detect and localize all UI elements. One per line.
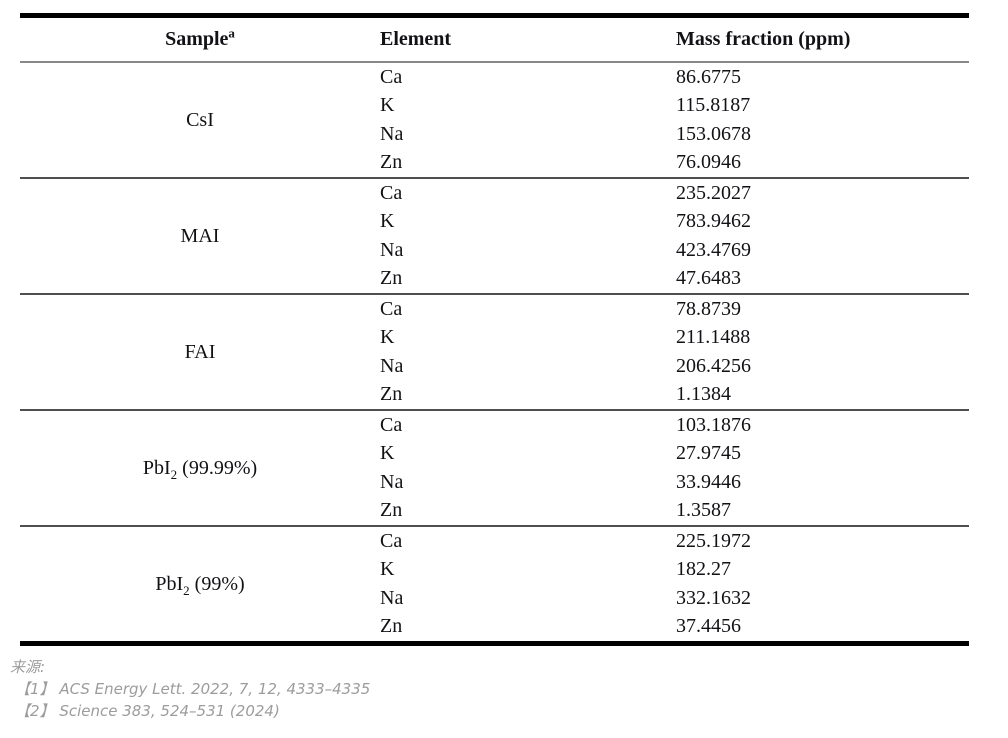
table-header-row: Samplea Element Mass fraction (ppm): [20, 16, 969, 62]
element-cell: Ca: [380, 181, 403, 204]
element-cell: Zn: [380, 615, 403, 638]
table-row: MAI Ca 235.2027: [20, 178, 969, 246]
mass-fraction-cell: 332.1632: [676, 586, 751, 609]
element-cell: Na: [380, 354, 404, 377]
element-cell: K: [380, 442, 395, 465]
mass-fraction-cell: 86.6775: [676, 65, 741, 88]
mass-fraction-cell: 423.4769: [676, 238, 751, 261]
sample-name: PbI: [155, 572, 184, 595]
element-cell: Na: [380, 586, 404, 609]
sample-cell: PbI2 (99.99%): [20, 410, 380, 526]
element-cell: Ca: [380, 297, 403, 320]
reference-text: ACS Energy Lett. 2022, 7, 12, 4333–4335: [54, 680, 371, 698]
table-row: Zn 1.1384: [20, 380, 969, 410]
mass-fraction-table: Samplea Element Mass fraction (ppm) CsI C…: [20, 13, 969, 646]
header-sample: Samplea: [20, 16, 380, 62]
element-cell: Ca: [380, 413, 403, 436]
mass-fraction-cell: 783.9462: [676, 210, 751, 233]
sample-cell: FAI: [20, 294, 380, 410]
table-row: Na 33.9446: [20, 468, 969, 497]
source-label: 来源:: [10, 658, 46, 676]
table-row: K 115.8187: [20, 91, 969, 120]
element-cell: Ca: [380, 529, 403, 552]
table-row: Zn 76.0946: [20, 148, 969, 178]
reference-text: Science 383, 524–531 (2024): [54, 702, 280, 720]
element-cell: Zn: [380, 383, 403, 406]
element-cell: K: [380, 210, 395, 233]
sample-cell: CsI: [20, 62, 380, 178]
table-section-pbi99: PbI2 (99%) Ca 225.1972 K 182.27 Na 332.1632 Zn 3…: [20, 525, 969, 644]
table-row: Na 153.0678: [20, 120, 969, 149]
element-cell: K: [380, 558, 395, 581]
table-row: PbI2 (99.99%) Ca 103.1876: [20, 410, 969, 481]
sample-suffix: (99%): [189, 572, 245, 595]
mass-fraction-cell: 206.4256: [676, 354, 751, 377]
mass-fraction-cell: 33.9446: [676, 470, 741, 493]
table-row: Zn 1.3587: [20, 496, 969, 526]
source-footer: 来源: 【1】 ACS Energy Lett. 2022, 7, 12, 43…: [10, 657, 370, 722]
table-section-csi: CsI Ca 86.6775 K 115.8187 Na 153.0678 Zn 76.0946: [20, 62, 969, 178]
mass-fraction-cell: 27.9745: [676, 442, 741, 465]
sample-name: FAI: [184, 340, 216, 363]
table-row: CsI Ca 86.6775: [20, 62, 969, 130]
table-row: Zn 47.6483: [20, 264, 969, 294]
reference-marker: 【1】: [15, 680, 55, 698]
table-row: Zn 37.4456: [20, 612, 969, 643]
element-cell: Zn: [380, 267, 403, 290]
mass-fraction-cell: 153.0678: [676, 122, 751, 145]
table-section-mai: MAI Ca 235.2027 K 783.9462 Na 423.4769 Zn 47.648…: [20, 177, 969, 294]
mass-fraction-cell: 37.4456: [676, 615, 741, 638]
table-row: K 27.9745: [20, 439, 969, 468]
sample-name: PbI: [142, 456, 171, 479]
sample-name: CsI: [186, 108, 214, 131]
header-sample-label: Sample: [165, 27, 229, 50]
header-sample-superscript: a: [228, 25, 235, 41]
table-row: FAI Ca 78.8739: [20, 294, 969, 362]
mass-fraction-cell: 1.1384: [676, 383, 731, 406]
element-cell: Na: [380, 470, 404, 493]
header-element: Element: [380, 27, 452, 50]
table-row: Na 206.4256: [20, 352, 969, 381]
mass-fraction-cell: 76.0946: [676, 151, 741, 174]
sample-suffix: (99.99%): [177, 456, 258, 479]
mass-fraction-cell: 211.1488: [676, 326, 751, 349]
table-row: PbI2 (99%) Ca 225.1972: [20, 526, 969, 597]
element-cell: K: [380, 94, 395, 117]
element-cell: Zn: [380, 499, 403, 522]
element-cell: Na: [380, 238, 404, 261]
reference-line: 【1】 ACS Energy Lett. 2022, 7, 12, 4333–4…: [15, 678, 370, 700]
table-section-pbi99.99: PbI2 (99.99%) Ca 103.1876 K 27.9745 Na 33.9446…: [20, 409, 969, 526]
element-cell: Ca: [380, 65, 403, 88]
mass-fraction-cell: 78.8739: [676, 297, 741, 320]
table-row: K 211.1488: [20, 323, 969, 352]
mass-fraction-cell: 115.8187: [676, 94, 751, 117]
sample-subscript: 2: [170, 466, 178, 482]
mass-fraction-cell: 225.1972: [676, 529, 751, 552]
mass-fraction-cell: 103.1876: [676, 413, 751, 436]
reference-line: 【2】 Science 383, 524–531 (2024): [15, 700, 370, 722]
header-mass-fraction: Mass fraction (ppm): [676, 27, 851, 50]
mass-fraction-cell: 235.2027: [676, 181, 751, 204]
table-row: K 182.27: [20, 555, 969, 584]
mass-fraction-cell: 1.3587: [676, 499, 731, 522]
element-cell: K: [380, 326, 395, 349]
element-cell: Na: [380, 122, 404, 145]
table-row: Na 332.1632: [20, 584, 969, 613]
table-section-fai: FAI Ca 78.8739 K 211.1488 Na 206.4256 Zn 1.1384: [20, 293, 969, 410]
table-row: K 783.9462: [20, 207, 969, 236]
sample-name: MAI: [180, 224, 220, 247]
table-head: Samplea Element Mass fraction (ppm): [20, 16, 969, 62]
element-cell: Zn: [380, 151, 403, 174]
sample-cell: MAI: [20, 178, 380, 294]
reference-marker: 【2】: [15, 702, 55, 720]
table-row: Na 423.4769: [20, 236, 969, 265]
sample-subscript: 2: [183, 582, 190, 598]
mass-fraction-cell: 182.27: [676, 558, 731, 581]
sample-cell: PbI2 (99%): [20, 526, 380, 644]
mass-fraction-cell: 47.6483: [676, 267, 741, 290]
